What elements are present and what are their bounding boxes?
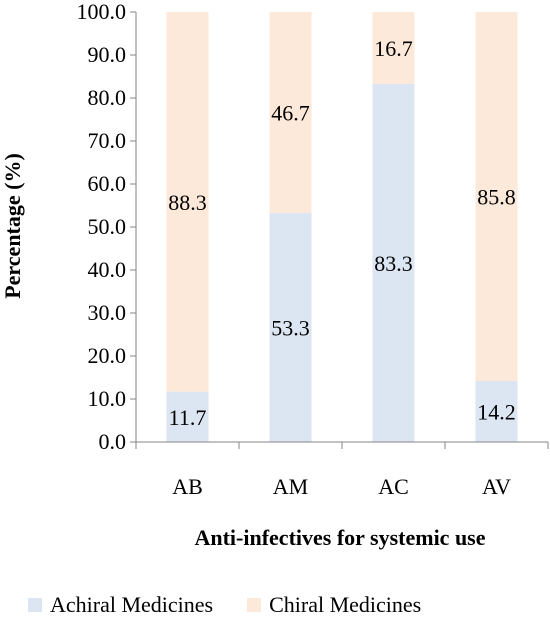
y-tick-label: 60.0 — [88, 171, 127, 196]
y-axis-title: Percentage (%) — [0, 153, 25, 299]
y-tick-label: 70.0 — [88, 128, 127, 153]
bar-achiral — [166, 391, 209, 442]
bar-chiral — [475, 12, 518, 381]
x-tick-label: AM — [273, 474, 308, 499]
chart: 0.0 10.0 20.0 30.0 40.0 50.0 60.0 70.0 80.0 90.0 1… — [0, 0, 549, 550]
data-label: 83.3 — [374, 251, 413, 276]
bar-chiral — [372, 12, 415, 84]
legend: Achiral Medicines Chiral Medicines — [28, 590, 455, 620]
data-label: 85.8 — [477, 184, 516, 209]
x-axis-title: Anti-infectives for systemic use — [194, 525, 485, 550]
bar-chiral — [269, 12, 312, 213]
bars — [166, 12, 518, 442]
bar-achiral — [269, 212, 312, 442]
y-tick-label: 30.0 — [88, 300, 127, 325]
data-label: 11.7 — [169, 405, 207, 430]
data-labels: 11.7 88.3 53.3 46.7 83.3 16.7 14.2 85.8 — [168, 36, 516, 430]
bar-achiral — [372, 83, 415, 442]
y-tick-label: 80.0 — [88, 85, 127, 110]
legend-label-chiral: Chiral Medicines — [269, 592, 422, 617]
legend-label-achiral: Achiral Medicines — [50, 592, 214, 617]
data-label: 16.7 — [374, 36, 413, 61]
y-axis-ticks: 0.0 10.0 20.0 30.0 40.0 50.0 60.0 70.0 80.0 90.0 1… — [77, 0, 136, 454]
x-tick-label: AC — [378, 474, 409, 499]
legend-item-achiral: Achiral Medicines — [28, 592, 213, 618]
data-label: 88.3 — [168, 190, 207, 215]
y-tick-label: 50.0 — [88, 214, 127, 239]
data-label: 53.3 — [271, 315, 310, 340]
x-tick-label: AB — [172, 474, 203, 499]
x-tick-label: AV — [482, 474, 511, 499]
legend-swatch-chiral — [247, 598, 262, 612]
x-axis-ticks: AB AM AC AV — [135, 442, 549, 499]
y-tick-label: 40.0 — [88, 257, 127, 282]
y-tick-label: 20.0 — [88, 343, 127, 368]
bar-achiral — [475, 380, 518, 442]
legend-swatch-achiral — [28, 598, 42, 612]
y-tick-label: 90.0 — [88, 42, 127, 67]
data-label: 46.7 — [271, 100, 310, 125]
bar-chiral — [166, 12, 209, 392]
legend-item-chiral: Chiral Medicines — [247, 592, 421, 618]
data-label: 14.2 — [477, 399, 516, 424]
y-tick-label: 100.0 — [77, 0, 127, 24]
y-tick-label: 0.0 — [99, 429, 127, 454]
y-tick-label: 10.0 — [88, 386, 127, 411]
